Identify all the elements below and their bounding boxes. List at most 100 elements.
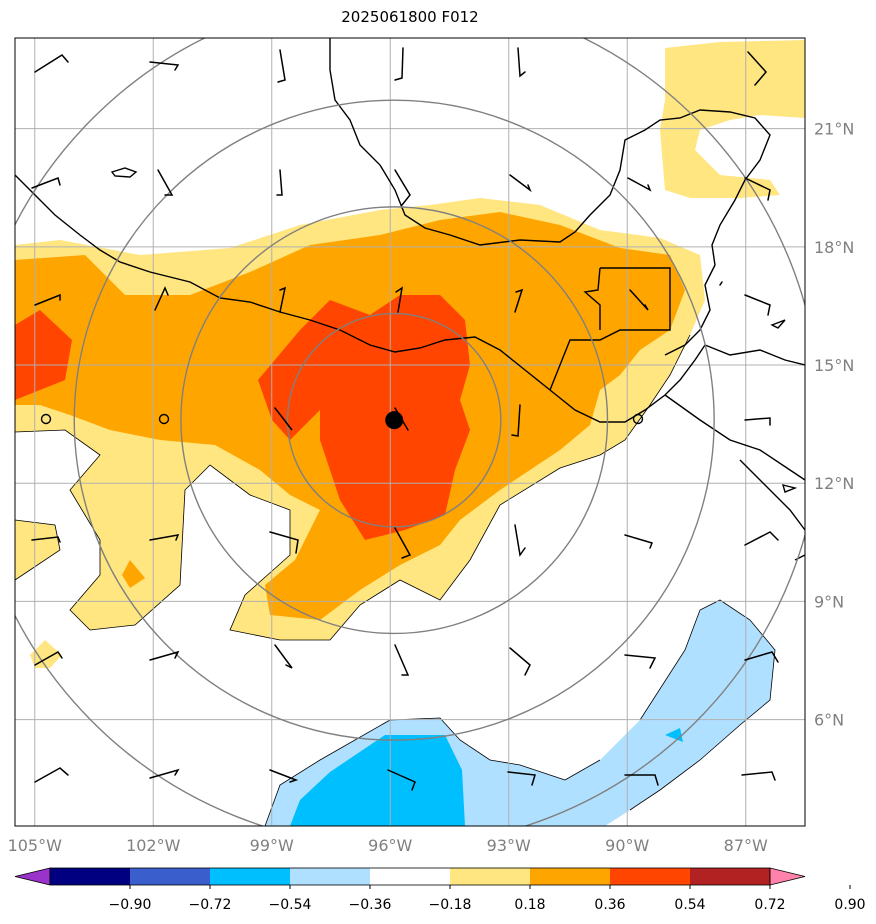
longitude-labels: 105°W 102°W 99°W 96°W 93°W 90°W 87°W: [8, 836, 768, 855]
calm-wind-marker: [40, 413, 52, 425]
latitude-tick-label: 12°N: [814, 474, 854, 493]
map-frame: [14, 37, 806, 827]
wind-barb: [394, 527, 412, 559]
contour-line: [264, 717, 566, 826]
contour-line: [629, 599, 776, 811]
wind-barb: [744, 651, 779, 663]
wind-barbs-layer: [31, 47, 779, 791]
wind-barb: [149, 650, 180, 661]
island-outline: [781, 484, 798, 493]
colorbar-segment: [530, 868, 610, 885]
contour-fill-orange: [122, 560, 145, 588]
colorbar-tick-label: 0.18: [514, 897, 545, 913]
graticule: [15, 38, 805, 826]
wind-barb: [517, 47, 526, 78]
coastline-central-america: [664, 394, 805, 481]
wind-barb: [31, 177, 61, 189]
range-ring: [286, 312, 502, 528]
colorbar-segment: [370, 868, 450, 885]
wind-barb: [747, 51, 767, 86]
island-outline: [110, 167, 138, 178]
longitude-tick-label: 87°W: [724, 836, 768, 855]
longitude-tick-label: 99°W: [250, 836, 294, 855]
wind-barb: [624, 654, 657, 669]
colorbar-tick-label: −0.90: [109, 897, 152, 913]
plot-area: [15, 38, 805, 826]
wind-barb: [395, 286, 404, 313]
wind-barb: [149, 61, 180, 71]
coastline-layer: [15, 38, 805, 561]
wind-barb: [276, 169, 283, 196]
wind-barb: [509, 174, 532, 193]
contour-line-layer: [15, 334, 776, 826]
wind-barb: [154, 286, 169, 311]
longitude-tick-label: 93°W: [487, 836, 531, 855]
latitude-tick-label: 18°N: [814, 238, 854, 257]
colorbar-tick-label: −0.36: [349, 897, 392, 913]
colorbar-segment: [290, 868, 370, 885]
colorbar-outline: [49, 867, 771, 886]
wind-barb: [744, 177, 771, 201]
longitude-tick-label: 105°W: [8, 836, 63, 855]
latitude-tick-label: 9°N: [814, 592, 844, 611]
coastline-pacific: [15, 174, 706, 423]
wind-barb: [744, 294, 771, 316]
range-rings: [15, 38, 805, 826]
longitude-tick-label: 90°W: [605, 836, 649, 855]
colorbar-tick-label: 0.36: [594, 897, 625, 913]
coastline-panama: [794, 554, 805, 561]
contour-line: [15, 334, 691, 641]
wind-barb: [507, 771, 536, 786]
colorbar-tick-label: −0.72: [189, 897, 232, 913]
calm-wind-marker: [632, 413, 644, 425]
calm-markers: [40, 413, 644, 425]
colorbar-tick-label: 0.72: [754, 897, 785, 913]
range-ring: [180, 206, 609, 635]
wind-barb: [269, 531, 299, 554]
latitude-tick-label: 6°N: [814, 711, 844, 730]
colorbar-tick-label: 0.90: [834, 897, 865, 913]
colorbar-tick-label: −0.54: [269, 897, 312, 913]
wind-barb: [269, 769, 299, 783]
colorbar-tick-label: 0.54: [674, 897, 705, 913]
wind-barb: [31, 536, 61, 543]
colorbar-segment: [610, 868, 690, 885]
wind-barb: [744, 531, 779, 546]
colorbar-extend-max: [769, 867, 806, 886]
wind-barb: [394, 169, 411, 206]
colorbar-segment: [690, 868, 770, 885]
latitude-tick-label: 21°N: [814, 120, 854, 139]
coastline-nicaragua: [739, 459, 805, 531]
latitude-tick-label: 15°N: [814, 356, 854, 375]
colorbar: −0.90 −0.72 −0.54 −0.36 −0.18 0.18 0.36 0.54 0.7…: [14, 867, 866, 913]
wind-barb: [624, 774, 659, 786]
wind-barb: [719, 281, 723, 286]
island-outline: [770, 319, 786, 329]
shaded-field-layer: [15, 40, 805, 826]
contour-fill-light-yellow: [660, 40, 805, 198]
colorbar-segment: [450, 868, 530, 885]
latitude-labels: 6°N 9°N 12°N 15°N 18°N 21°N: [814, 120, 854, 730]
coastline-gulf: [329, 38, 771, 356]
wind-barb: [509, 647, 531, 676]
colorbar-segment: [130, 868, 210, 885]
wind-barb: [274, 407, 293, 431]
coastline-yucatan: [704, 344, 805, 366]
wind-barb: [514, 524, 526, 557]
wind-barb: [34, 293, 61, 306]
contour-line: [15, 519, 61, 581]
wind-barb: [741, 771, 776, 781]
colorbar-segment: [210, 868, 290, 885]
wind-barb: [744, 417, 771, 426]
wind-barb: [34, 54, 69, 73]
wind-barb: [149, 768, 180, 779]
longitude-tick-label: 96°W: [368, 836, 412, 855]
wind-barb: [274, 644, 293, 669]
contour-fill-deep-sky-blue: [290, 735, 465, 826]
range-ring: [73, 99, 715, 741]
calm-wind-marker: [158, 413, 170, 425]
colorbar-extend-min: [14, 867, 51, 886]
country-border: [549, 267, 671, 391]
map-title: 2025061800 F012: [341, 8, 479, 26]
colorbar-tick-label: −0.18: [429, 897, 472, 913]
